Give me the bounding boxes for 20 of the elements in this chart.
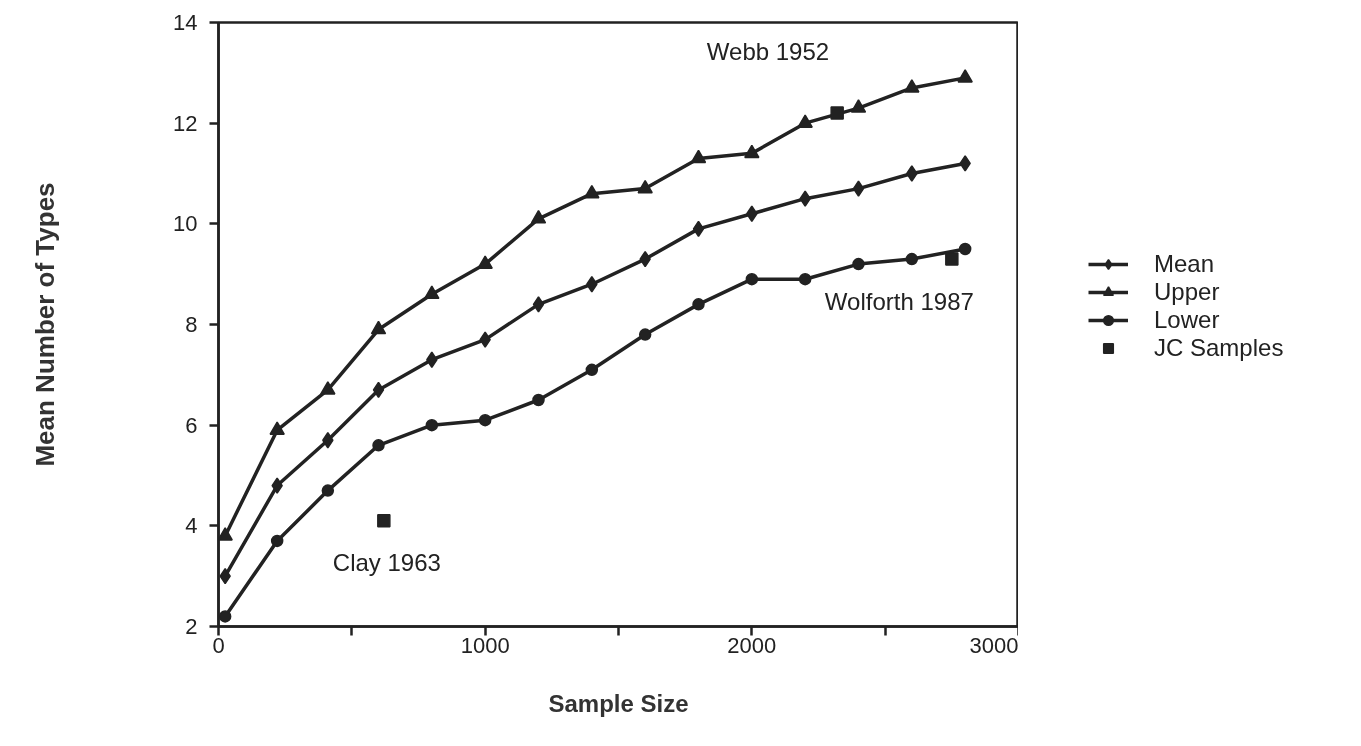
- legend-label: JC Samples: [1154, 334, 1284, 362]
- y-tick-label: 8: [185, 312, 198, 337]
- y-tick-label: 2: [185, 614, 198, 639]
- y-tick-label: 6: [185, 412, 198, 438]
- y-tick-label: 12: [173, 110, 198, 136]
- y-axis-title: Mean Number of Types: [30, 182, 61, 467]
- x-tick-label: 0: [212, 632, 225, 658]
- legend-label: Lower: [1154, 306, 1220, 334]
- annotation: Clay 1963: [332, 549, 441, 577]
- annotation: Webb 1952: [706, 37, 830, 65]
- x-tick-label: 2000: [727, 632, 777, 658]
- legend-label: Mean: [1154, 250, 1215, 278]
- x-axis-title: Sample Size: [548, 689, 689, 717]
- y-tick-label: 10: [173, 211, 198, 237]
- annotation: Wolforth 1987: [824, 287, 974, 315]
- y-tick-label: 14: [173, 10, 198, 35]
- x-tick-label: 1000: [460, 632, 510, 658]
- y-tick-label: 4: [185, 513, 198, 539]
- x-tick-label: 3000: [969, 632, 1019, 658]
- legend-label: Upper: [1154, 278, 1220, 306]
